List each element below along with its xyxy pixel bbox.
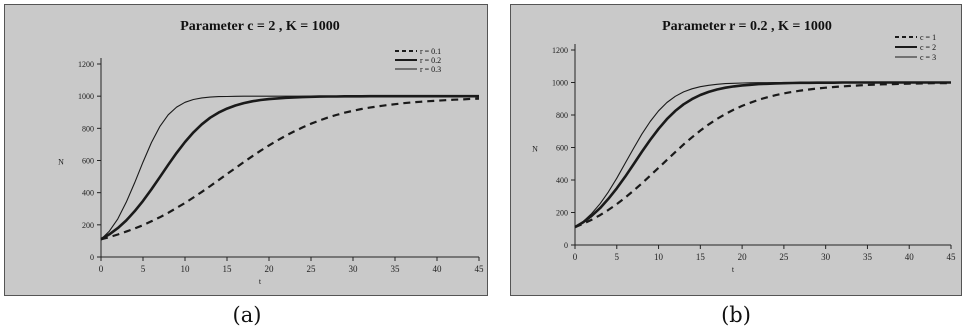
x-tick-label: 20 bbox=[738, 252, 748, 262]
chart-b-svg: Parameter r = 0.2 , K = 1000020040060080… bbox=[532, 19, 957, 274]
y-tick-label: 400 bbox=[82, 189, 94, 198]
y-tick-label: 600 bbox=[82, 157, 94, 166]
x-tick-label: 45 bbox=[947, 252, 957, 262]
series-line-1 bbox=[100, 97, 480, 241]
chart-title: Parameter r = 0.2 , K = 1000 bbox=[662, 19, 832, 34]
legend-label: c = 1 bbox=[920, 33, 936, 42]
y-tick-label: 600 bbox=[556, 144, 568, 153]
y-tick-label: 1000 bbox=[78, 92, 94, 101]
x-tick-label: 25 bbox=[307, 264, 317, 274]
y-axis-label: N bbox=[58, 158, 64, 167]
x-tick-label: 40 bbox=[433, 264, 443, 274]
legend-label: r = 0.2 bbox=[420, 56, 441, 65]
chart-a-svg: Parameter c = 2 , K = 100002004006008001… bbox=[58, 19, 485, 286]
x-tick-label: 35 bbox=[391, 264, 401, 274]
x-tick-label: 15 bbox=[696, 252, 706, 262]
legend-label: c = 3 bbox=[920, 53, 936, 62]
y-tick-label: 400 bbox=[556, 176, 568, 185]
y-tick-label: 1000 bbox=[552, 79, 568, 88]
legend-label: r = 0.1 bbox=[420, 47, 441, 56]
y-tick-label: 1200 bbox=[552, 46, 568, 55]
chart-title: Parameter c = 2 , K = 1000 bbox=[180, 19, 340, 34]
x-axis-label: t bbox=[259, 277, 262, 286]
x-tick-label: 5 bbox=[141, 264, 146, 274]
series-line-3 bbox=[574, 81, 951, 228]
chart-panel-a: Parameter c = 2 , K = 1000 0 200 400 600 800 1… bbox=[4, 4, 488, 296]
x-tick-label: 5 bbox=[615, 252, 620, 262]
series-line-2 bbox=[574, 81, 951, 229]
series-line-1 bbox=[574, 81, 952, 229]
x-tick-label: 45 bbox=[475, 264, 485, 274]
x-tick-label: 0 bbox=[573, 252, 578, 262]
x-tick-label: 35 bbox=[863, 252, 873, 262]
legend-label: c = 2 bbox=[920, 43, 936, 52]
y-tick-label: 800 bbox=[82, 124, 94, 133]
x-tick-label: 40 bbox=[905, 252, 915, 262]
y-tick-label: 0 bbox=[90, 253, 94, 262]
y-tick-label: 200 bbox=[556, 209, 568, 218]
x-tick-label: 20 bbox=[265, 264, 275, 274]
caption-a: (a) bbox=[232, 303, 262, 327]
y-axis-label: N bbox=[532, 145, 538, 154]
y-tick-label: 800 bbox=[556, 111, 568, 120]
x-tick-label: 15 bbox=[223, 264, 233, 274]
x-axis-label: t bbox=[732, 265, 735, 274]
x-tick-label: 0 bbox=[99, 264, 104, 274]
caption-b: (b) bbox=[721, 303, 751, 327]
x-tick-label: 25 bbox=[779, 252, 789, 262]
x-tick-label: 30 bbox=[349, 264, 359, 274]
x-tick-label: 30 bbox=[821, 252, 831, 262]
chart-panel-b: Parameter r = 0.2 , K = 1000 0 200 400 600 80… bbox=[510, 4, 962, 296]
x-tick-label: 10 bbox=[181, 264, 191, 274]
x-tick-label: 10 bbox=[654, 252, 664, 262]
series-line-3 bbox=[100, 95, 479, 240]
y-tick-label: 0 bbox=[564, 241, 568, 250]
y-tick-label: 200 bbox=[82, 221, 94, 230]
legend-label: r = 0.3 bbox=[420, 65, 441, 74]
y-tick-label: 1200 bbox=[78, 60, 94, 69]
